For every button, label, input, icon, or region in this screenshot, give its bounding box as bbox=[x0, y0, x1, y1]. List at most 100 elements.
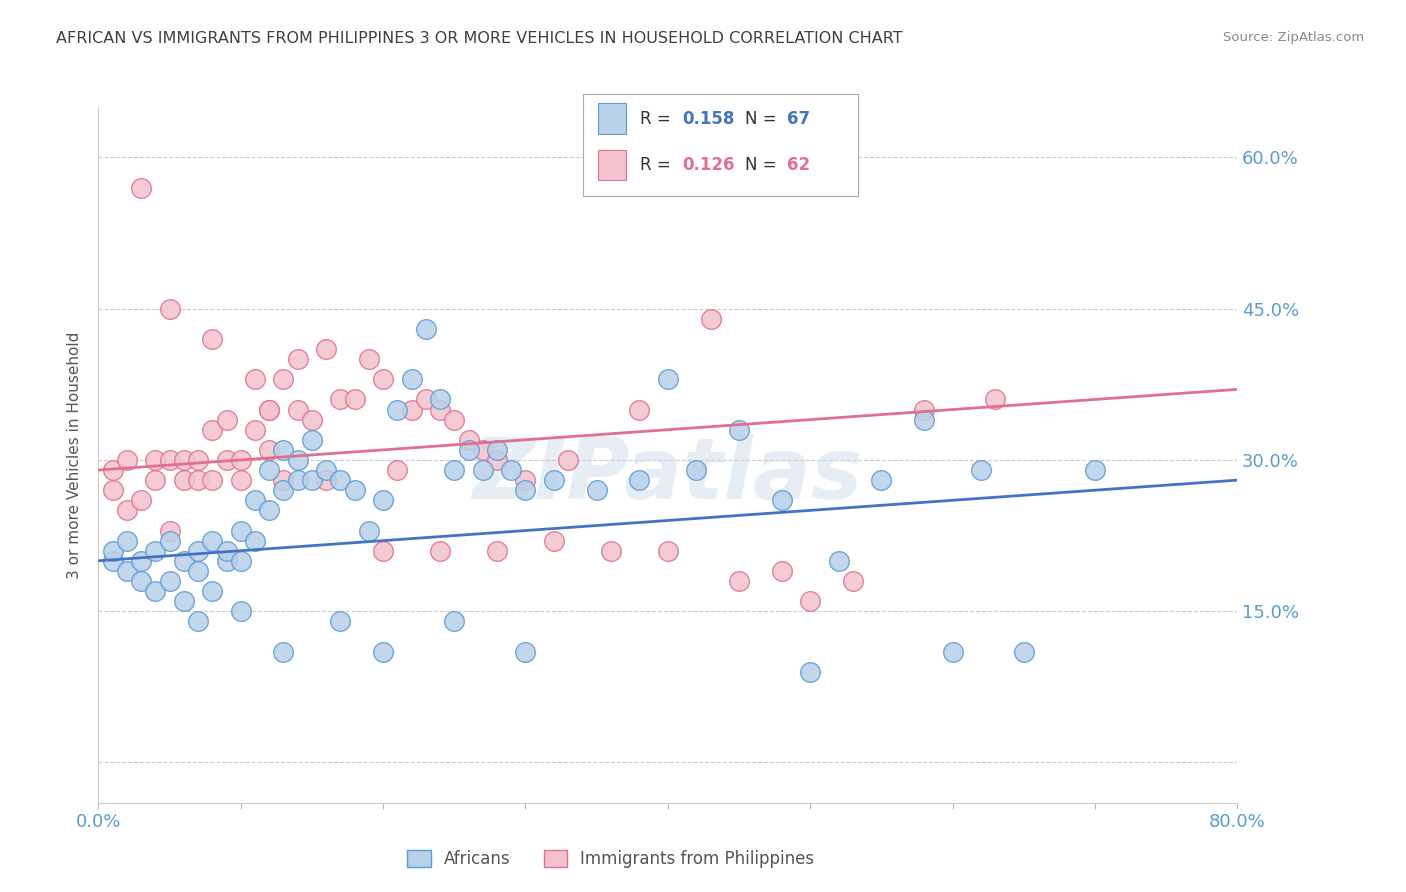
Point bbox=[486, 453, 509, 467]
Text: 0.158: 0.158 bbox=[682, 110, 734, 128]
Point bbox=[443, 412, 465, 426]
Point bbox=[515, 473, 537, 487]
Legend: Africans, Immigrants from Philippines: Africans, Immigrants from Philippines bbox=[401, 843, 821, 874]
Point bbox=[115, 533, 138, 548]
Point bbox=[273, 644, 295, 658]
Point bbox=[215, 554, 238, 568]
Point bbox=[273, 483, 295, 498]
Point bbox=[984, 392, 1007, 407]
Point bbox=[628, 402, 651, 417]
Point bbox=[415, 322, 437, 336]
Text: N =: N = bbox=[745, 110, 782, 128]
Point bbox=[201, 332, 224, 346]
Text: 62: 62 bbox=[787, 156, 810, 174]
Point bbox=[159, 301, 181, 316]
Point bbox=[471, 463, 494, 477]
Point bbox=[173, 453, 195, 467]
Point bbox=[187, 564, 209, 578]
Point bbox=[301, 433, 323, 447]
Point bbox=[215, 412, 238, 426]
Point bbox=[357, 352, 380, 367]
Point bbox=[229, 604, 252, 618]
Point bbox=[287, 352, 309, 367]
Point bbox=[657, 372, 679, 386]
Point bbox=[243, 372, 266, 386]
Point bbox=[912, 412, 935, 426]
Point bbox=[243, 533, 266, 548]
Y-axis label: 3 or more Vehicles in Household: 3 or more Vehicles in Household bbox=[67, 331, 83, 579]
Point bbox=[159, 524, 181, 538]
Point bbox=[828, 554, 851, 568]
Point bbox=[770, 493, 793, 508]
Point bbox=[229, 453, 252, 467]
Point bbox=[287, 453, 309, 467]
Text: AFRICAN VS IMMIGRANTS FROM PHILIPPINES 3 OR MORE VEHICLES IN HOUSEHOLD CORRELATI: AFRICAN VS IMMIGRANTS FROM PHILIPPINES 3… bbox=[56, 31, 903, 46]
Point bbox=[401, 402, 423, 417]
Point bbox=[273, 473, 295, 487]
Point bbox=[486, 543, 509, 558]
Point bbox=[243, 423, 266, 437]
Point bbox=[101, 554, 124, 568]
Point bbox=[415, 392, 437, 407]
Point bbox=[870, 473, 893, 487]
Text: R =: R = bbox=[640, 110, 676, 128]
Point bbox=[101, 483, 124, 498]
Point bbox=[215, 453, 238, 467]
Point bbox=[287, 473, 309, 487]
Point bbox=[145, 543, 167, 558]
Point bbox=[145, 453, 167, 467]
Point bbox=[515, 483, 537, 498]
Point bbox=[329, 473, 352, 487]
Point bbox=[101, 463, 124, 477]
Point bbox=[187, 473, 209, 487]
Point bbox=[515, 644, 537, 658]
Point bbox=[115, 453, 138, 467]
Point bbox=[387, 463, 409, 477]
Point bbox=[770, 564, 793, 578]
Point bbox=[373, 493, 395, 508]
Point bbox=[101, 543, 124, 558]
Point bbox=[343, 392, 366, 407]
Point bbox=[215, 543, 238, 558]
Point bbox=[129, 554, 152, 568]
Point bbox=[243, 493, 266, 508]
Point bbox=[145, 473, 167, 487]
Point bbox=[799, 594, 821, 608]
Point bbox=[443, 463, 465, 477]
Point bbox=[728, 574, 751, 588]
Point bbox=[329, 615, 352, 629]
Point bbox=[557, 453, 579, 467]
Point bbox=[543, 473, 565, 487]
Point bbox=[173, 594, 195, 608]
Point bbox=[315, 342, 337, 356]
Text: ZIPatlas: ZIPatlas bbox=[472, 434, 863, 517]
Point bbox=[187, 453, 209, 467]
Point bbox=[229, 473, 252, 487]
Point bbox=[842, 574, 865, 588]
Point bbox=[329, 392, 352, 407]
Point bbox=[657, 543, 679, 558]
Point bbox=[429, 392, 451, 407]
Point bbox=[373, 543, 395, 558]
Point bbox=[187, 615, 209, 629]
Point bbox=[159, 574, 181, 588]
Point bbox=[301, 473, 323, 487]
Point bbox=[129, 574, 152, 588]
Point bbox=[201, 533, 224, 548]
Point bbox=[387, 402, 409, 417]
Point bbox=[173, 473, 195, 487]
Point bbox=[699, 311, 721, 326]
Point bbox=[201, 423, 224, 437]
Point bbox=[471, 442, 494, 457]
Point bbox=[259, 463, 281, 477]
Point bbox=[628, 473, 651, 487]
Point bbox=[259, 442, 281, 457]
Point bbox=[273, 442, 295, 457]
Point bbox=[129, 493, 152, 508]
Point bbox=[1084, 463, 1107, 477]
Point bbox=[600, 543, 623, 558]
Point bbox=[501, 463, 523, 477]
Point bbox=[315, 473, 337, 487]
Point bbox=[145, 584, 167, 599]
Point bbox=[457, 433, 479, 447]
